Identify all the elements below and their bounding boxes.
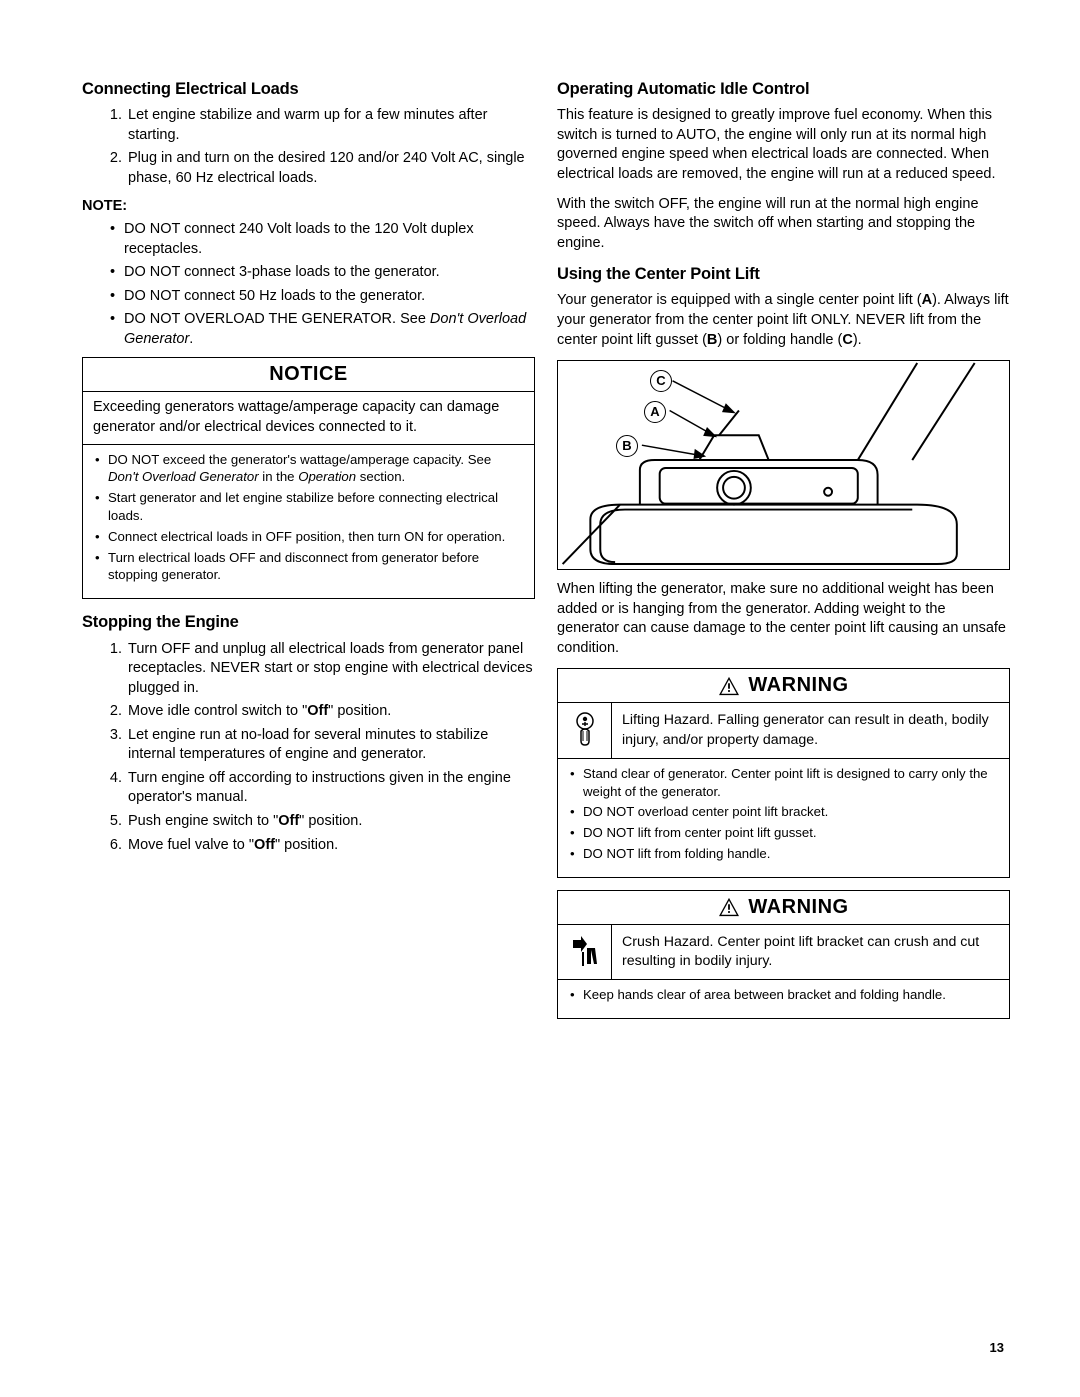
list-item: Start generator and let engine stabilize… bbox=[95, 489, 524, 525]
warning-title: WARNING bbox=[748, 672, 848, 699]
notice-list: DO NOT exceed the generator's wattage/am… bbox=[83, 445, 534, 599]
list-item: DO NOT overload center point lift bracke… bbox=[570, 803, 999, 821]
list-item: DO NOT lift from center point lift gusse… bbox=[570, 824, 999, 842]
hazard-row: Crush Hazard. Center point lift bracket … bbox=[558, 925, 1009, 980]
list-item: Turn electrical loads OFF and disconnect… bbox=[95, 549, 524, 585]
warning-list: Stand clear of generator. Center point l… bbox=[558, 759, 1009, 877]
paragraph: Your generator is equipped with a single… bbox=[557, 291, 1010, 350]
warning-triangle-icon bbox=[718, 676, 740, 696]
note-list: DO NOT connect 240 Volt loads to the 120… bbox=[82, 220, 535, 349]
text-bold: B bbox=[707, 332, 717, 348]
text: Your generator is equipped with a single… bbox=[557, 292, 922, 308]
note-label: NOTE: bbox=[82, 197, 535, 217]
text-italic: Don't Overload Generator bbox=[108, 469, 259, 484]
list-item: Keep hands clear of area between bracket… bbox=[570, 986, 999, 1004]
list-item: DO NOT lift from folding handle. bbox=[570, 845, 999, 863]
text-bold: Off bbox=[278, 813, 299, 829]
warning-box-1: WARNING Lifting Hazard. Falling generato… bbox=[557, 668, 1010, 877]
warning-title-row: WARNING bbox=[558, 669, 1009, 703]
list-item: Push engine switch to "Off" position. bbox=[126, 812, 535, 832]
list-item: Turn engine off according to instruction… bbox=[126, 769, 535, 808]
generator-svg bbox=[558, 361, 1009, 569]
notice-box: NOTICE Exceeding generators wattage/ampe… bbox=[82, 357, 535, 599]
lifting-hazard-icon bbox=[558, 703, 612, 757]
left-column: Connecting Electrical Loads Let engine s… bbox=[82, 78, 535, 1031]
text-bold: A bbox=[922, 292, 932, 308]
text: section. bbox=[356, 469, 405, 484]
list-item: DO NOT exceed the generator's wattage/am… bbox=[95, 451, 524, 487]
heading-center-point-lift: Using the Center Point Lift bbox=[557, 263, 1010, 285]
warning-title-row: WARNING bbox=[558, 891, 1009, 925]
list-item: Move fuel valve to "Off" position. bbox=[126, 836, 535, 856]
paragraph: When lifting the generator, make sure no… bbox=[557, 580, 1010, 658]
notice-body: Exceeding generators wattage/amperage ca… bbox=[83, 392, 534, 444]
list-item: Turn OFF and unplug all electrical loads… bbox=[126, 640, 535, 699]
text: Move fuel valve to " bbox=[128, 837, 254, 853]
list-item: DO NOT OVERLOAD THE GENERATOR. See Don't… bbox=[110, 310, 535, 349]
list-item: Stand clear of generator. Center point l… bbox=[570, 765, 999, 801]
paragraph: With the switch OFF, the engine will run… bbox=[557, 195, 1010, 254]
warning-list: Keep hands clear of area between bracket… bbox=[558, 980, 1009, 1018]
paragraph: This feature is designed to greatly impr… bbox=[557, 106, 1010, 184]
list-item: DO NOT connect 3-phase loads to the gene… bbox=[110, 263, 535, 283]
list-item: Plug in and turn on the desired 120 and/… bbox=[126, 149, 535, 188]
text-italic: Operation bbox=[298, 469, 356, 484]
diagram-label-c: C bbox=[650, 370, 672, 392]
list-item: Let engine stabilize and warm up for a f… bbox=[126, 106, 535, 145]
warning-box-2: WARNING Crush Hazard. Center point lift … bbox=[557, 890, 1010, 1019]
page-columns: Connecting Electrical Loads Let engine s… bbox=[82, 78, 1010, 1031]
text: ). bbox=[853, 332, 862, 348]
text: ) or folding handle ( bbox=[717, 332, 842, 348]
connecting-steps: Let engine stabilize and warm up for a f… bbox=[82, 106, 535, 188]
notice-title-row: NOTICE bbox=[83, 358, 534, 392]
crush-hazard-icon bbox=[558, 925, 612, 979]
text-bold: Off bbox=[254, 837, 275, 853]
text: in the bbox=[259, 469, 299, 484]
page-number: 13 bbox=[990, 1339, 1004, 1357]
hazard-text: Crush Hazard. Center point lift bracket … bbox=[612, 925, 1009, 979]
list-item: Connect electrical loads in OFF position… bbox=[95, 528, 524, 546]
warning-title: WARNING bbox=[748, 894, 848, 921]
hazard-text: Lifting Hazard. Falling generator can re… bbox=[612, 703, 1009, 757]
list-item: Let engine run at no-load for several mi… bbox=[126, 726, 535, 765]
diagram-label-a: A bbox=[644, 401, 666, 423]
text: " position. bbox=[299, 813, 362, 829]
stopping-steps: Turn OFF and unplug all electrical loads… bbox=[82, 640, 535, 856]
text: Move idle control switch to " bbox=[128, 703, 307, 719]
diagram-label-b: B bbox=[616, 435, 638, 457]
heading-connecting-loads: Connecting Electrical Loads bbox=[82, 78, 535, 100]
warning-triangle-icon bbox=[718, 897, 740, 917]
text-bold: C bbox=[842, 332, 852, 348]
right-column: Operating Automatic Idle Control This fe… bbox=[557, 78, 1010, 1031]
heading-idle-control: Operating Automatic Idle Control bbox=[557, 78, 1010, 100]
hazard-row: Lifting Hazard. Falling generator can re… bbox=[558, 703, 1009, 758]
list-item: DO NOT connect 50 Hz loads to the genera… bbox=[110, 287, 535, 307]
text: DO NOT OVERLOAD THE GENERATOR. See bbox=[124, 311, 430, 327]
text: " position. bbox=[328, 703, 391, 719]
text: " position. bbox=[275, 837, 338, 853]
heading-stopping-engine: Stopping the Engine bbox=[82, 611, 535, 633]
text: DO NOT exceed the generator's wattage/am… bbox=[108, 452, 491, 467]
list-item: DO NOT connect 240 Volt loads to the 120… bbox=[110, 220, 535, 259]
text: Push engine switch to " bbox=[128, 813, 278, 829]
text: . bbox=[189, 331, 193, 347]
text-bold: Off bbox=[307, 703, 328, 719]
list-item: Move idle control switch to "Off" positi… bbox=[126, 702, 535, 722]
generator-diagram: C A B bbox=[557, 360, 1010, 570]
notice-title: NOTICE bbox=[269, 363, 348, 385]
